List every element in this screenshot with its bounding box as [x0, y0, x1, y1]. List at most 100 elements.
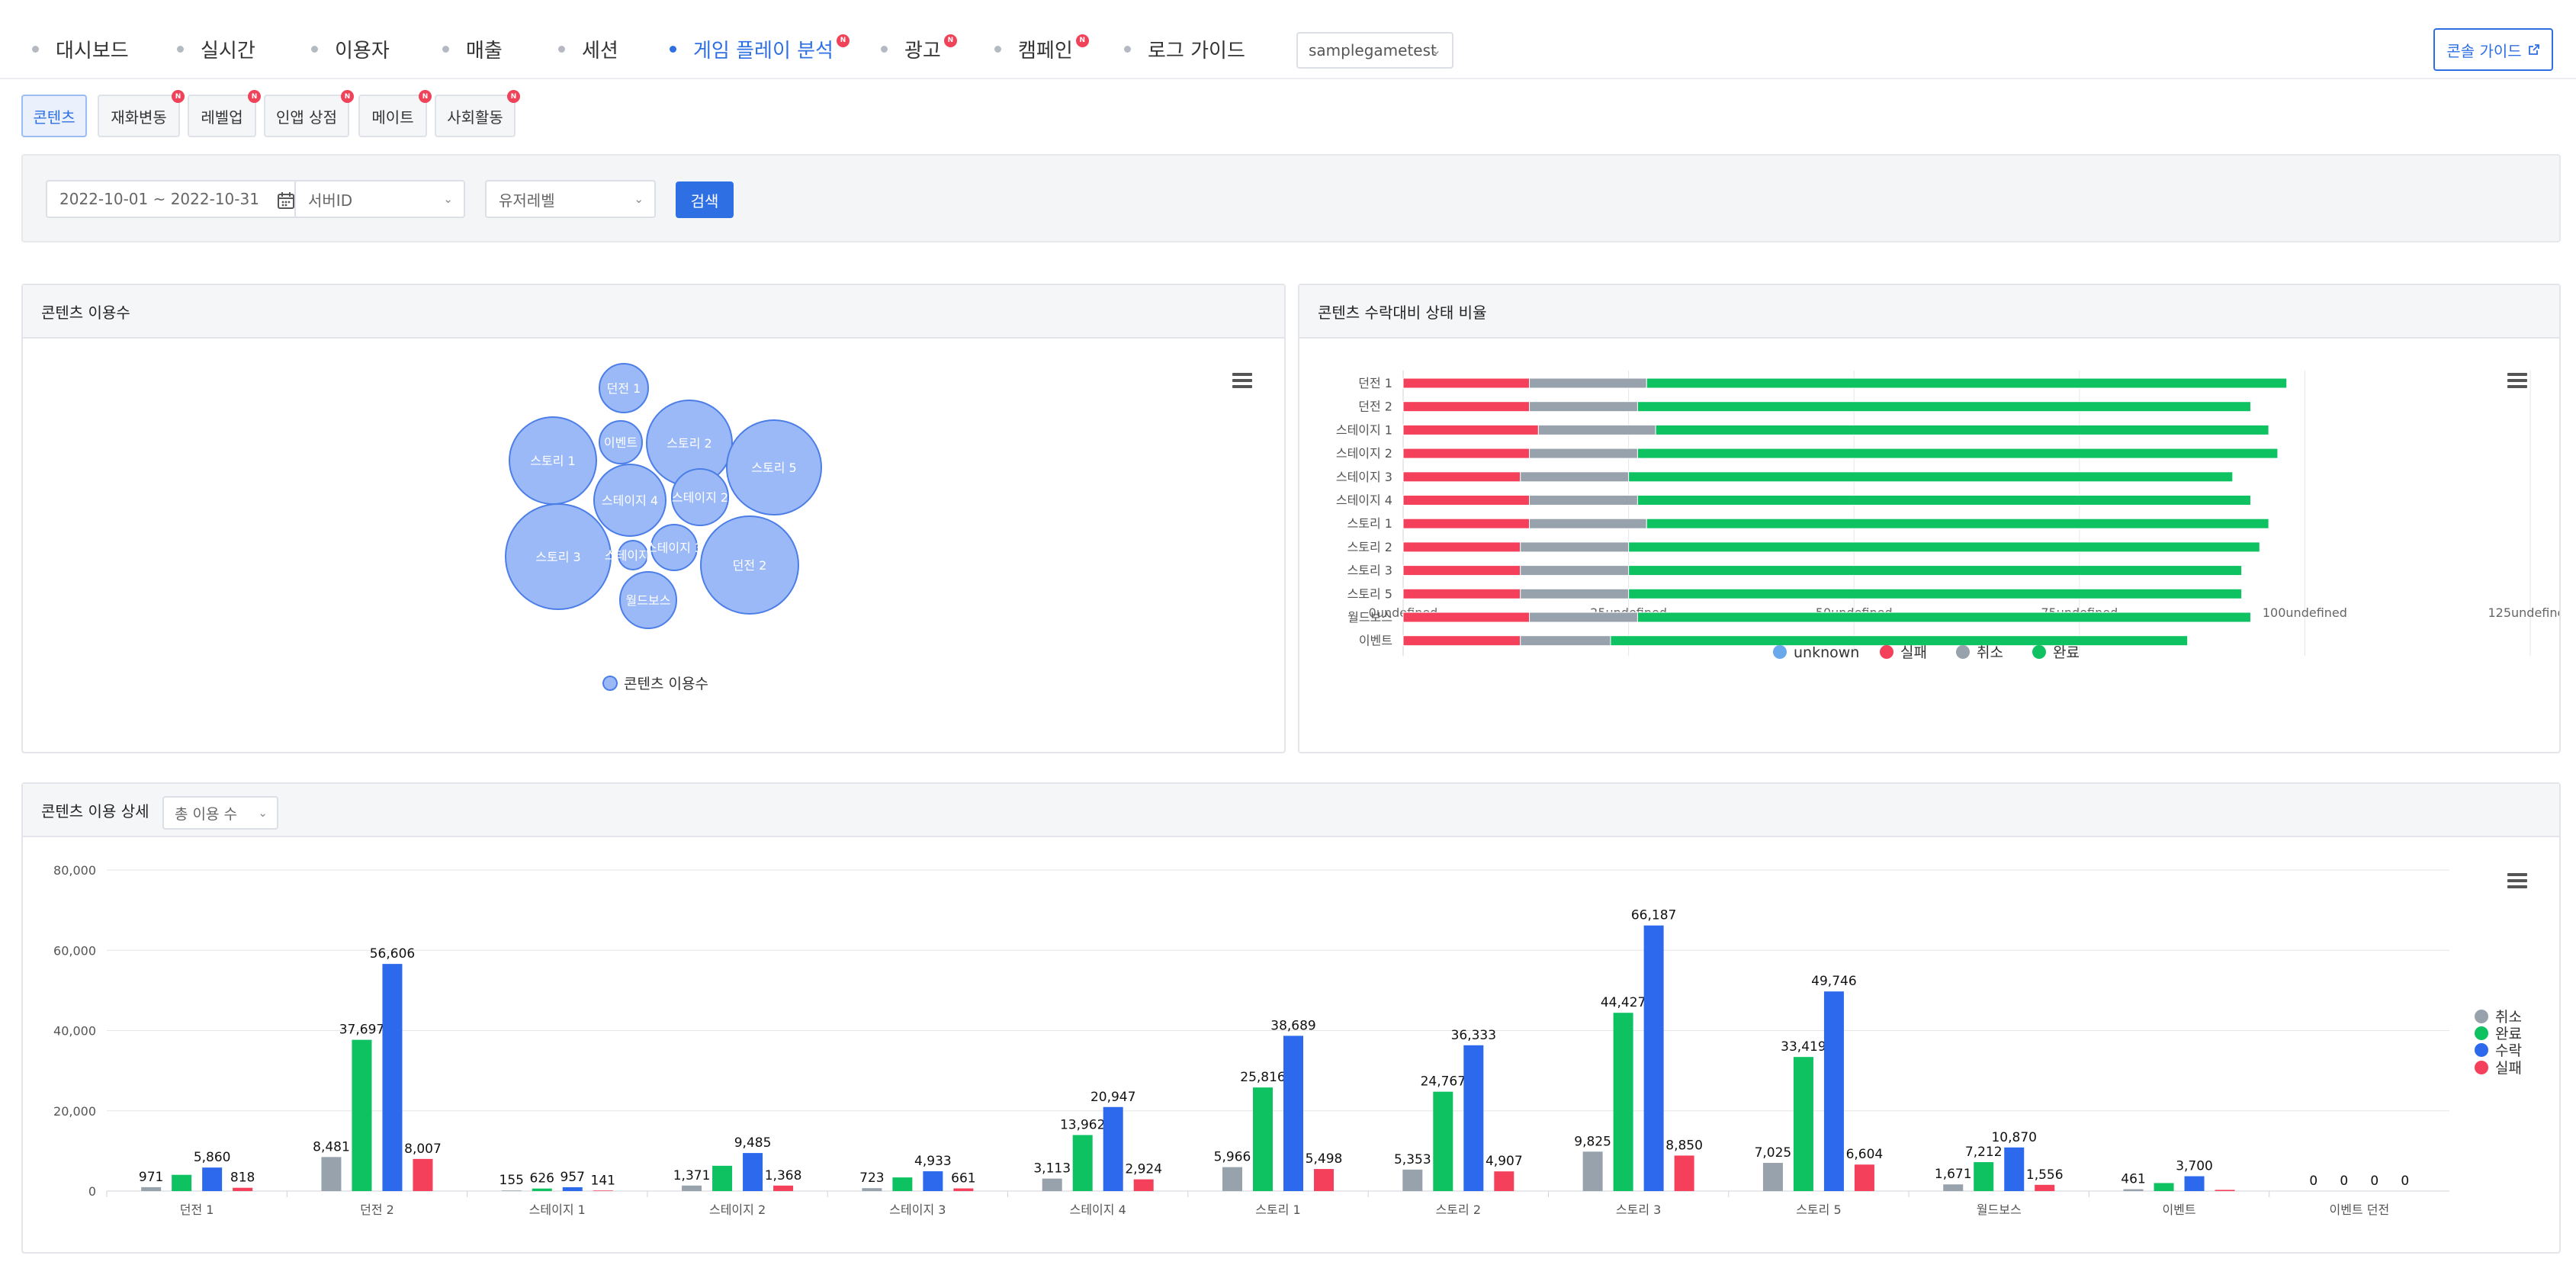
bar: [1253, 1087, 1273, 1191]
nav-item-dashboard[interactable]: 대시보드: [32, 34, 129, 64]
bar: [2184, 1176, 2205, 1191]
bar-segment: [1402, 565, 1521, 576]
content-detail-panel: 콘텐츠 이용 상세 총 이용 수 ⌄ 0 20,000 40,000 60,000 80…: [21, 782, 2561, 1254]
console-guide-button[interactable]: 콘솔 가이드: [2433, 28, 2553, 71]
search-button[interactable]: 검색: [676, 181, 734, 218]
bubble-label: 이벤트: [604, 435, 638, 450]
data-label: 461: [2121, 1172, 2145, 1187]
legend-marker: [2475, 1010, 2488, 1023]
bar-segment: [1520, 471, 1630, 483]
bar-segment: [1402, 612, 1531, 623]
chart-menu-icon[interactable]: [2507, 873, 2527, 888]
nav-label: 이용자: [335, 39, 390, 63]
category-label: 스테이지 3: [1336, 470, 1392, 484]
nav-item-gameplay-analysis[interactable]: 게임 플레이 분석 N: [670, 34, 850, 64]
category-label: 던전 1: [1358, 376, 1392, 390]
bar-segment: [1402, 635, 1521, 647]
legend-marker: [2475, 1026, 2488, 1040]
nav-item-realtime[interactable]: 실시간: [177, 34, 255, 64]
bubble-label: 스토리 5: [751, 461, 796, 475]
server-id-select[interactable]: 서버ID ⌄: [294, 180, 465, 218]
bar-segment: [1646, 377, 2288, 389]
bubble: [593, 464, 666, 537]
subtab-currency-change[interactable]: 재화변동 N: [98, 90, 185, 137]
ratio-bar-chart: 0undefined25undefined50undefined75undefi…: [1336, 371, 2559, 661]
data-label: 37,697: [339, 1023, 384, 1038]
subtab-inapp-store[interactable]: 인앱 상점 N: [264, 90, 354, 137]
data-label: 971: [139, 1170, 163, 1185]
bar-segment: [1537, 424, 1656, 435]
legend-marker: [1956, 645, 1970, 659]
nav-item-users[interactable]: 이용자: [311, 34, 390, 64]
nav-item-sales[interactable]: 매출: [442, 34, 503, 64]
data-label: 44,427: [1601, 995, 1646, 1010]
date-range-picker[interactable]: 2022-10-01 ~ 2022-10-31: [46, 180, 305, 218]
subtab-social-activity[interactable]: 사회활동 N: [435, 90, 520, 137]
nav-item-log-guide[interactable]: 로그 가이드: [1124, 34, 1245, 64]
bar: [1133, 1179, 1154, 1191]
legend-label: 수락: [2495, 1042, 2522, 1059]
bullet-icon: [177, 45, 184, 53]
bar: [1613, 1013, 1633, 1191]
legend-label: 실패: [1900, 644, 1927, 661]
console-guide-label: 콘솔 가이드: [2446, 41, 2522, 60]
bubble-label: 던전 2: [733, 558, 767, 573]
data-label: 0: [2370, 1174, 2378, 1189]
data-label: 957: [560, 1170, 585, 1185]
bar-segment: [1402, 471, 1521, 483]
category-label: 스토리 5: [1347, 586, 1392, 601]
subtab-label: 레벨업: [201, 108, 243, 127]
data-label: 3,113: [1033, 1161, 1071, 1177]
data-label: 66,187: [1631, 908, 1676, 923]
bar: [2035, 1184, 2055, 1191]
bubble-chart: 던전 1 이벤트 스토리 2 스토리 5 스토리 1 스테이지 4 스테이지 2 스토리 3 스…: [505, 363, 822, 692]
subtab-label: 콘텐츠: [33, 108, 75, 127]
bubble-label: 던전 1: [607, 381, 641, 396]
bar: [1974, 1162, 1994, 1191]
chevron-down-icon: ⌄: [1431, 43, 1441, 57]
bar-segment: [1402, 448, 1531, 459]
user-level-select[interactable]: 유저레벨 ⌄: [485, 180, 656, 218]
category-label: 스토리 3: [1347, 564, 1392, 578]
bar: [682, 1185, 702, 1191]
data-label: 6,604: [1846, 1147, 1884, 1162]
x-tick-label: 스테이지 3: [889, 1203, 946, 1217]
bar-segment: [1628, 565, 2243, 576]
bubble: [619, 571, 677, 629]
tick-label: 100undefined: [2263, 605, 2347, 620]
bar: [1582, 1151, 1603, 1191]
game-select[interactable]: samplegametest ⌄: [1296, 32, 1453, 69]
category-label: 스테이지 1: [1336, 422, 1392, 437]
subtab-content[interactable]: 콘텐츠: [21, 95, 87, 137]
data-label: 723: [859, 1170, 884, 1186]
data-label: 8,850: [1665, 1138, 1703, 1153]
x-tick-label: 스테이지 2: [709, 1203, 766, 1217]
new-badge: N: [341, 90, 354, 103]
legend-marker: [1880, 645, 1893, 659]
nav-label: 게임 플레이 분석: [693, 39, 834, 63]
bar-segment: [1402, 541, 1521, 553]
legend-label: unknown: [1794, 644, 1859, 661]
chevron-down-icon: ⌄: [443, 192, 453, 206]
nav-item-campaign[interactable]: 캠페인 N: [994, 34, 1089, 64]
chart-menu-icon[interactable]: [1232, 373, 1252, 388]
subtab-levelup[interactable]: 레벨업 N: [188, 90, 261, 137]
bullet-icon: [994, 45, 1001, 53]
bar-segment: [1402, 518, 1531, 529]
bar-segment: [1529, 448, 1638, 459]
data-label: 49,746: [1811, 974, 1856, 989]
content-usage-title: 콘텐츠 이용수: [41, 303, 130, 322]
metric-select[interactable]: 총 이용 수 ⌄: [162, 796, 278, 830]
bar: [923, 1171, 943, 1191]
data-label: 818: [230, 1170, 255, 1186]
legend-marker: [2475, 1043, 2488, 1057]
data-label: 7,212: [1965, 1145, 2003, 1160]
bar-segment: [1628, 471, 2234, 483]
chart-menu-icon[interactable]: [2507, 373, 2527, 388]
date-range-value: 2022-10-01 ~ 2022-10-31: [59, 190, 259, 208]
category-label: 이벤트: [1359, 634, 1392, 648]
data-label: 33,419: [1781, 1039, 1826, 1055]
subtab-mate[interactable]: 메이트 N: [358, 90, 432, 137]
nav-item-ads[interactable]: 광고 N: [881, 34, 957, 64]
nav-item-session[interactable]: 세션: [558, 34, 618, 64]
